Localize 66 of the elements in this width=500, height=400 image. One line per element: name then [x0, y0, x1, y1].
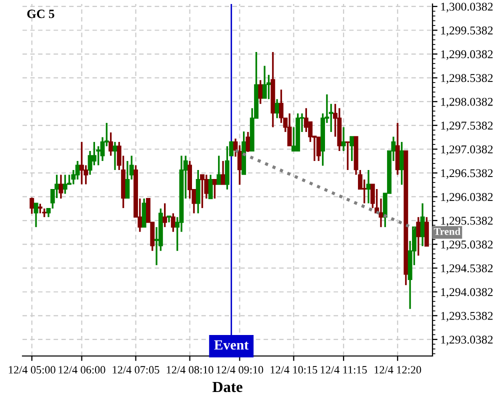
candlestick: [395, 122, 400, 176]
candlestick: [424, 216, 429, 247]
x-tick-label: 12/4 07:05: [112, 366, 160, 374]
y-tick-label: 1,297.0382: [441, 145, 493, 156]
y-tick-label: 1,294.5382: [441, 264, 493, 274]
annotation: Event: [214, 340, 249, 350]
candlestick: [279, 88, 284, 124]
chart-title: GC 5: [27, 10, 54, 18]
candlestick: [162, 202, 168, 228]
y-tick-label: 1,298.0382: [441, 98, 493, 108]
candlestick: [200, 174, 204, 209]
y-tick-label: 1,296.0382: [441, 192, 493, 203]
y-tick-label: 1,295.5382: [441, 216, 493, 226]
y-tick-label: 1,294.0382: [441, 288, 493, 298]
candlestick: [92, 141, 96, 166]
candlestick: [346, 141, 350, 171]
y-tick-label: 1,295.0382: [441, 240, 493, 250]
candlestick: [212, 178, 217, 200]
candlestick: [142, 198, 146, 228]
candlestick: [80, 141, 84, 186]
candlestick: [258, 79, 263, 105]
candlestick: [170, 212, 176, 233]
candlestick: [378, 198, 384, 228]
candlestick: [262, 65, 267, 100]
x-tick-label: 12/4 12:20: [374, 366, 422, 374]
x-tick-label: 12/4 08:10: [166, 366, 214, 374]
candlestick: [62, 174, 68, 195]
y-tick-label: 1,297.5382: [441, 122, 493, 132]
y-tick-label: 1,298.5382: [441, 74, 493, 84]
x-tick-label: 12/4 06:00: [58, 366, 106, 374]
y-tick-label: 1,299.0382: [441, 50, 493, 60]
candlestick: [416, 216, 421, 256]
y-tick-label: 1,300.0382: [441, 2, 493, 12]
candlestick: [30, 196, 34, 215]
candlestick: [166, 215, 172, 224]
candlestick: [224, 145, 230, 190]
candlestick: [350, 136, 354, 162]
series-label: Trend: [434, 228, 460, 236]
candlestick: [341, 126, 346, 152]
y-tick-label: 1,293.0382: [441, 336, 493, 346]
candlestick: [208, 174, 213, 200]
x-tick-label: 12/4 09:10: [216, 366, 264, 374]
candlestick: [220, 160, 226, 186]
candlestick: [34, 202, 38, 228]
candlestick: [274, 98, 280, 119]
candlestick: [112, 141, 118, 171]
candlestick: [196, 169, 200, 214]
candlestick: [96, 145, 101, 166]
x-tick-label: 12/4 11:15: [320, 366, 367, 374]
x-axis-title: Date: [212, 382, 242, 392]
y-tick-label: 1,296.5382: [441, 169, 493, 179]
y-tick-label: 1,293.5382: [441, 312, 493, 322]
candlestick: [366, 169, 371, 204]
candlestick: [108, 132, 114, 157]
candlestick: [420, 202, 425, 247]
x-tick-label: 12/4 05:00: [8, 366, 56, 374]
candlestick: [246, 131, 250, 153]
candlestick: [38, 202, 42, 214]
y-tick-label: 1,299.5382: [441, 26, 493, 36]
candlestick: [316, 136, 321, 162]
candlestick: [216, 154, 222, 186]
candlestick: [75, 160, 80, 180]
x-tick-label: 12/4 10:15: [270, 366, 318, 374]
candlestick: [400, 141, 404, 186]
candlestick: [58, 174, 64, 200]
candlestick: [287, 112, 292, 147]
